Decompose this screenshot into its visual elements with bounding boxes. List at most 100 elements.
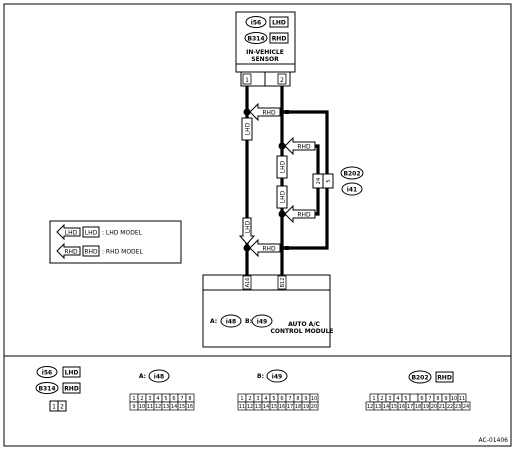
connector-pin-number: 18 [415, 404, 421, 410]
connector-pin-number: 23 [455, 404, 461, 410]
wire-ticks [285, 110, 289, 250]
bottom-lhd-tag: LHD [65, 370, 79, 377]
junction-connector-i41 [341, 182, 363, 196]
connector-pin-number: 1 [240, 396, 243, 402]
connector-pin-number: 12 [367, 404, 373, 410]
connector-pin-number: 9 [304, 396, 307, 402]
legend-rhd-box-text: RHD [84, 249, 98, 256]
diagram-frame [3, 3, 512, 447]
connector-pin-number: 9 [444, 396, 447, 402]
connector-pin-number: 14 [383, 404, 389, 410]
module-label-b: B: [245, 318, 252, 325]
module-pin-a16: A16 [245, 278, 251, 288]
sensor-name-line1: IN-VEHICLE [246, 49, 284, 56]
rhd-arrow-tag-mid: RHD [284, 136, 316, 156]
connector-pin-number: 20 [311, 404, 317, 410]
connector-pin-number: 18 [295, 404, 301, 410]
connector-pin-number: 2 [248, 396, 251, 402]
module-name-line2: CONTROL MODULE [270, 328, 333, 335]
sensor-pin-2: 2 [280, 77, 284, 84]
connector-pin-number: 16 [399, 404, 405, 410]
connector-pin-number: 3 [256, 396, 259, 402]
connector-pin-number: 12 [247, 404, 253, 410]
bottom-b-label: B: [257, 373, 264, 380]
connector-pin-number: 13 [375, 404, 381, 410]
connector-pin-number: 5 [164, 396, 167, 402]
connector-pin-number: 19 [303, 404, 309, 410]
bottom-b202-rhd-tag: RHD [437, 375, 452, 382]
connector-pin-number: 15 [179, 404, 185, 410]
connector-pin-number: 6 [280, 396, 283, 402]
sensor-name-line2: SENSOR [251, 56, 279, 63]
sensor-lhd-tag: LHD [272, 20, 286, 27]
connector-pin-number: 2 [380, 396, 383, 402]
connector-pin-number: 12 [155, 404, 161, 410]
lhd-tag-text: LHD [245, 122, 252, 135]
connector-pin-number: 13 [163, 404, 169, 410]
connector-pin-number: 21 [439, 404, 445, 410]
legend-lhd-arrow-text: LHD [65, 230, 78, 237]
connector-pin-number: 17 [287, 404, 293, 410]
junction-pin-a: 24 [316, 178, 322, 184]
connector-pin-number: 4 [264, 396, 267, 402]
bottom-connector-i56 [36, 366, 58, 378]
sensor-connector-b314-label: B314 [247, 36, 264, 43]
connector-pin-number: 10 [311, 396, 317, 402]
module-connector-i48 [220, 314, 242, 328]
connector-pin-number: 7 [180, 396, 183, 402]
connector-pin-number: 7 [288, 396, 291, 402]
connector-pin-number: 10 [451, 396, 457, 402]
module-pin-b12: B12 [280, 278, 286, 288]
small-pin-1: 1 [52, 404, 56, 411]
lhd-tag-right-wire-lower: LHD [276, 185, 288, 209]
lhd-tag-right-wire-upper: LHD [276, 155, 288, 179]
connector-pin-number: 22 [447, 404, 453, 410]
bottom-connector-i56-b314: i56 LHD B314 RHD 1 2 [35, 366, 81, 412]
connector-pin-number: 17 [407, 404, 413, 410]
bottom-connector-a-group: A: i48 1 2 3 4 5 6 7 89 10 11 12 13 14 15 16 [129, 369, 195, 411]
connector-pin-number: 19 [423, 404, 429, 410]
connector-pin-number: 15 [271, 404, 277, 410]
splice-dot [243, 108, 251, 116]
connector-pin-number: 13 [255, 404, 261, 410]
lhd-tag-text: LHD [280, 160, 287, 173]
connector-pin-number: 16 [279, 404, 285, 410]
junction-connector-b202-label: B202 [343, 171, 360, 178]
legend: LHD LHD : LHD MODEL RHD RHD : RHD MODEL [49, 220, 182, 264]
bottom-connector-b202 [408, 370, 432, 384]
connector-pin-number: 15 [391, 404, 397, 410]
legend-lhd-text: : LHD MODEL [102, 230, 143, 237]
bottom-a-label: A: [139, 373, 146, 380]
junction-pin-b: 5 [326, 179, 332, 182]
legend-lhd-box-text: LHD [85, 230, 98, 237]
connector-pin-number: 20 [431, 404, 437, 410]
connector-pin-number: 8 [296, 396, 299, 402]
rhd-tag-text: RHD [297, 144, 311, 151]
bottom-connector-b202-label: B202 [411, 375, 428, 382]
splice-dot [278, 210, 286, 218]
connector-pin-number: 6 [172, 396, 175, 402]
rhd-tag-text: RHD [262, 246, 276, 253]
bottom-connector-i49-label: i49 [272, 374, 282, 381]
module-connector-i48-label: i48 [226, 319, 236, 326]
connector-pin-number: 3 [388, 396, 391, 402]
connector-pin-number: 14 [263, 404, 269, 410]
connector-pin-number: 4 [156, 396, 159, 402]
rhd-arrow-tag-bottom: RHD [249, 238, 281, 258]
connector-pin-number: 11 [239, 404, 245, 410]
bottom-connector-i56-label: i56 [42, 370, 52, 377]
connector-face-i48: 1 2 3 4 5 6 7 89 10 11 12 13 14 15 16 [129, 393, 195, 411]
junction-connector-i41-label: i41 [347, 187, 357, 194]
auto-ac-control-module: A16 B12 A: i48 B: i49 AUTO A/C CONTROL M… [202, 274, 334, 348]
legend-rhd-text: : RHD MODEL [102, 249, 143, 256]
in-vehicle-sensor: 1 2 i56 LHD B314 RHD IN-VEHICLE SENSOR [235, 11, 296, 87]
rhd-tag-text: RHD [262, 110, 276, 117]
lhd-tag-left-wire: LHD [241, 117, 253, 141]
bottom-connector-b314 [35, 382, 59, 394]
rhd-tag-text: RHD [297, 212, 311, 219]
module-connector-i49-label: i49 [257, 319, 267, 326]
connector-pin-number: 8 [436, 396, 439, 402]
